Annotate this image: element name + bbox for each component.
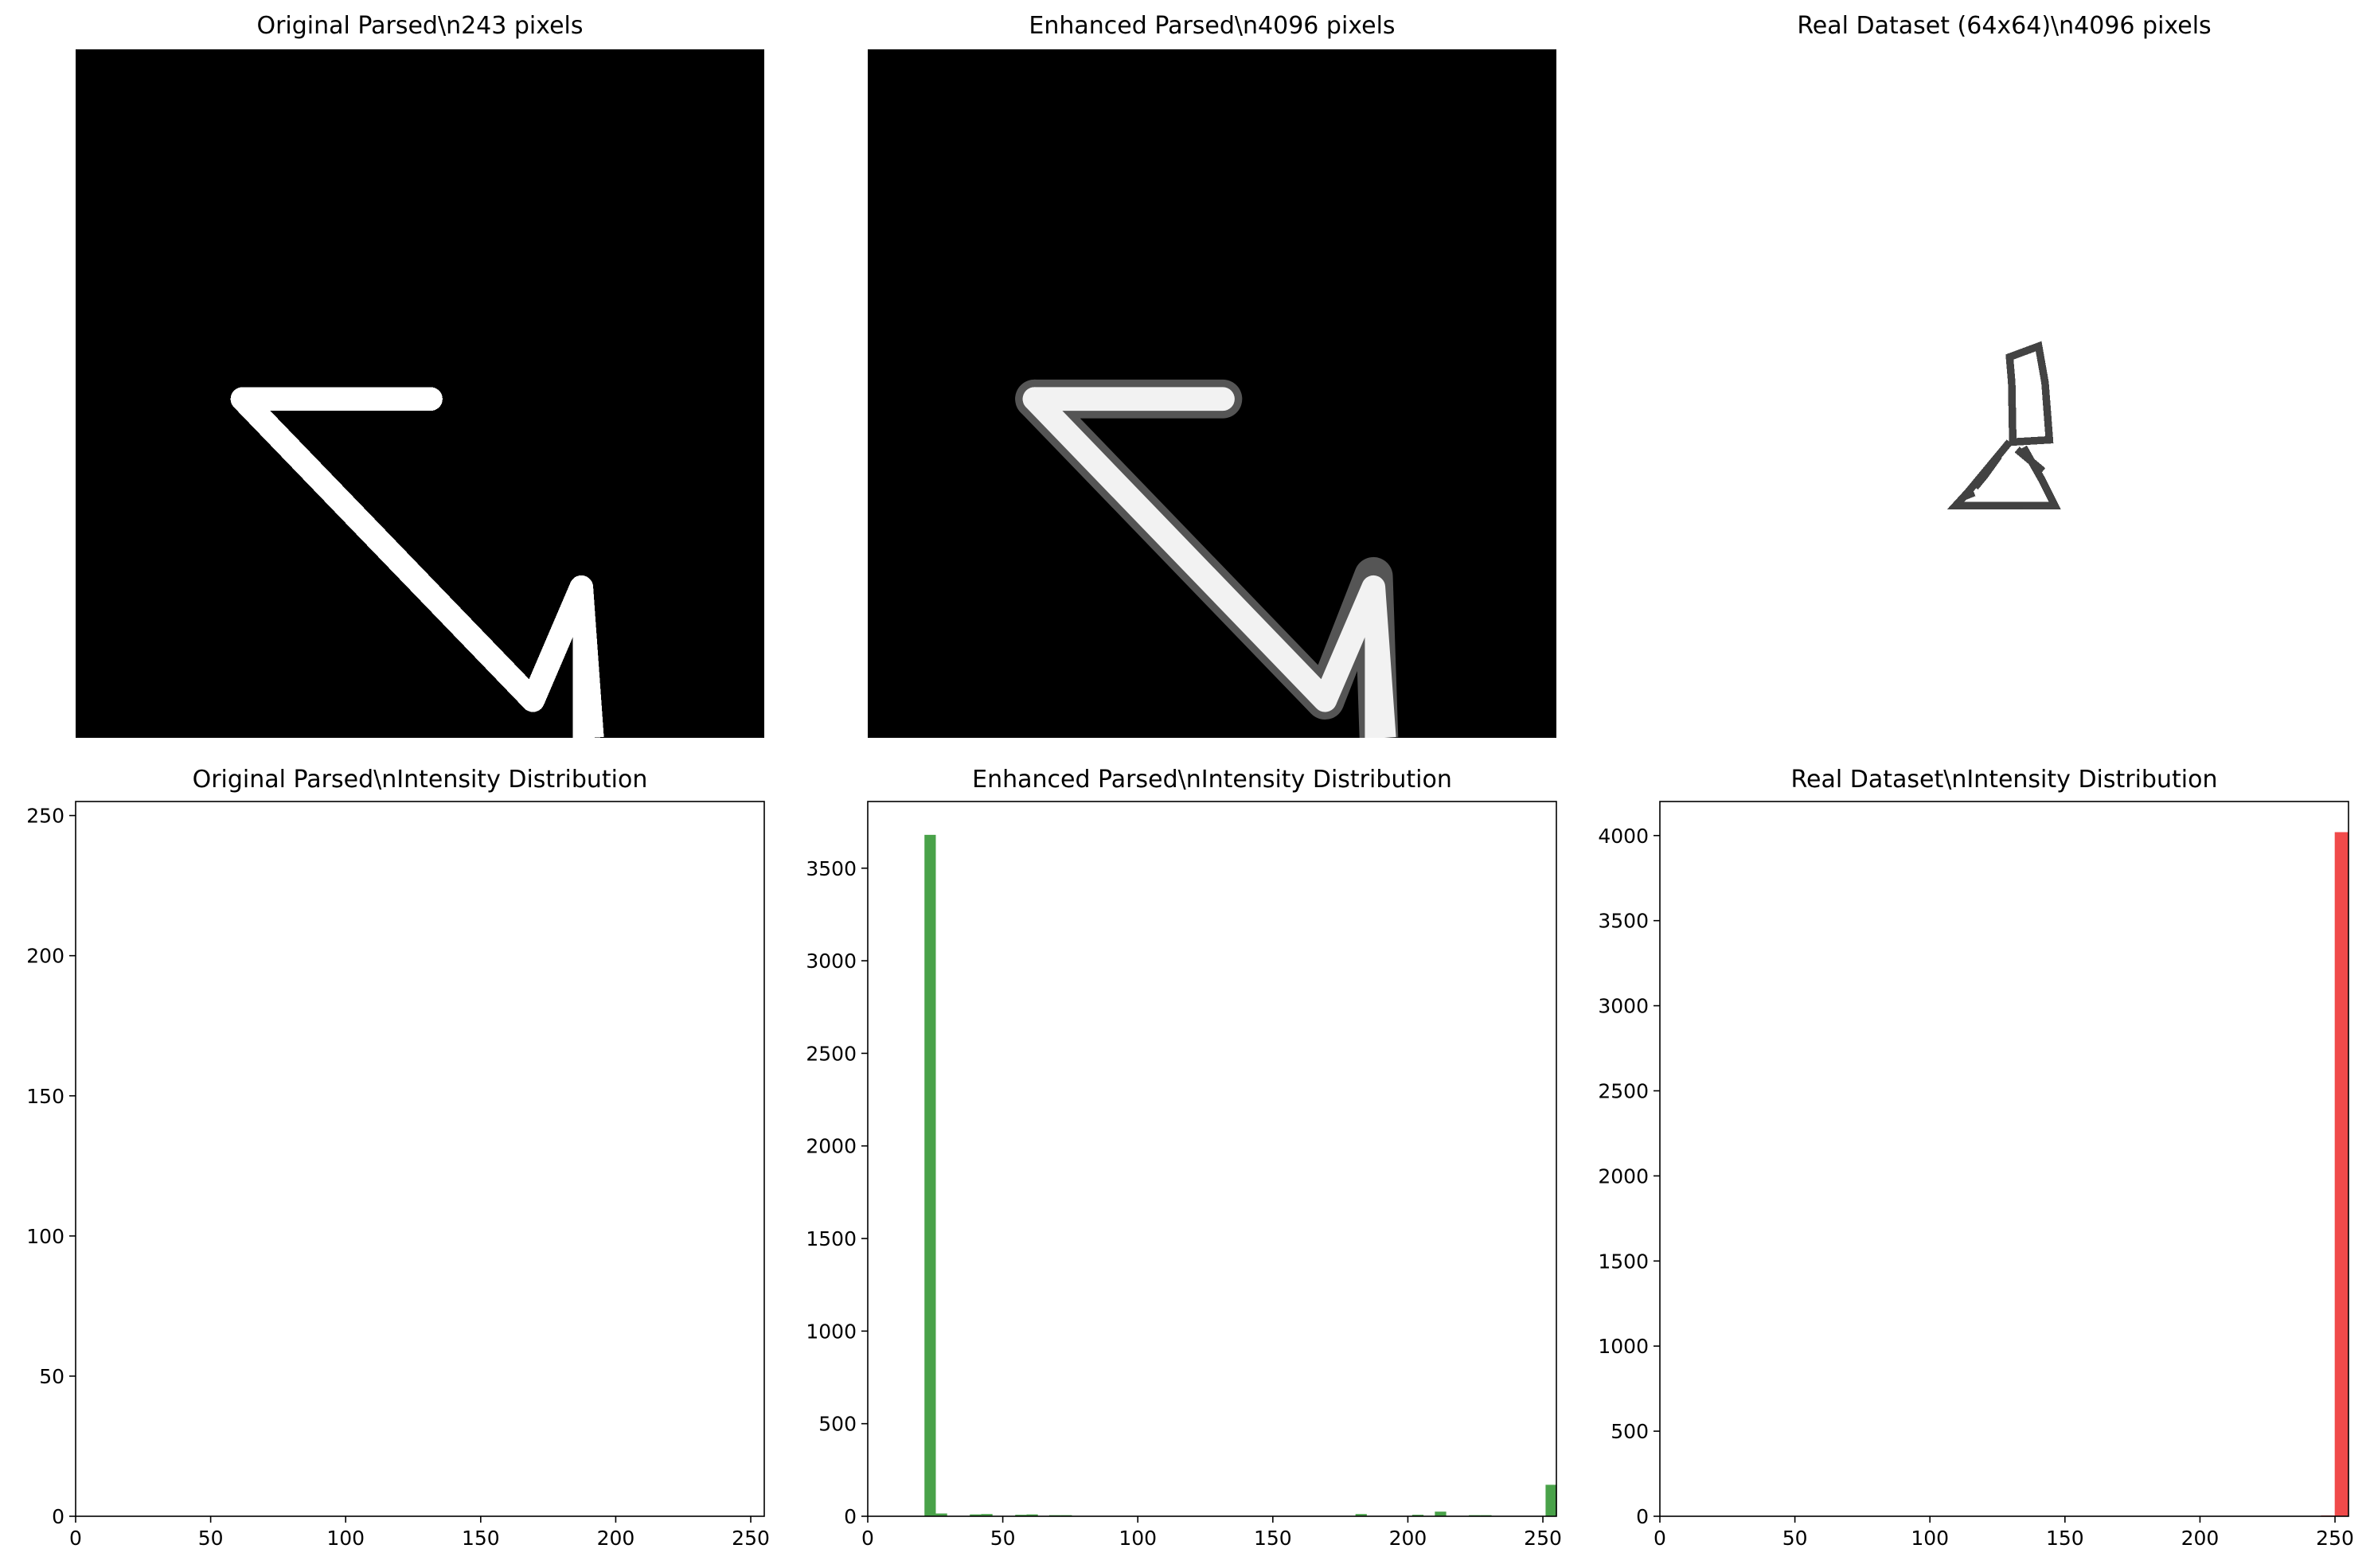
y-tick-label: 0	[52, 1505, 64, 1528]
y-tick-label: 2000	[1598, 1164, 1649, 1188]
image-title-real: Real Dataset (64x64)\n4096 pixels	[1797, 12, 2212, 40]
y-tick-label: 2000	[806, 1135, 857, 1158]
y-tick-label: 2500	[1598, 1079, 1649, 1102]
x-tick-label: 200	[2181, 1527, 2220, 1550]
y-tick-label: 250	[26, 805, 64, 828]
y-tick-label: 1000	[1598, 1335, 1649, 1358]
y-tick-label: 1000	[806, 1320, 857, 1343]
x-tick-label: 0	[69, 1527, 82, 1550]
x-tick-label: 50	[990, 1527, 1016, 1550]
y-tick-label: 3500	[806, 857, 857, 880]
x-tick-label: 100	[1119, 1527, 1157, 1550]
y-tick-label: 2500	[806, 1042, 857, 1065]
x-tick-label: 0	[861, 1527, 874, 1550]
x-tick-label: 0	[1654, 1527, 1666, 1550]
image-real-dataset	[1660, 49, 2349, 738]
axes-frame	[867, 801, 1557, 1517]
y-tick-label: 150	[26, 1085, 64, 1108]
histogram-bar	[924, 834, 936, 1516]
x-tick-label: 250	[1524, 1527, 1562, 1550]
image-title-enhanced: Enhanced Parsed\n4096 pixels	[1029, 12, 1396, 40]
x-tick-label: 150	[2046, 1527, 2084, 1550]
sketch-figure	[1946, 341, 2061, 509]
histogram-bar	[981, 1514, 993, 1516]
x-tick-label: 100	[1911, 1527, 1949, 1550]
y-tick-label: 500	[1611, 1420, 1649, 1443]
histogram-bars	[2321, 832, 2349, 1516]
histogram-bars	[924, 834, 1557, 1516]
y-tick-label: 0	[844, 1505, 857, 1528]
histogram-title-original: Original Parsed\nIntensity Distribution	[192, 766, 648, 794]
stroke-diagonal	[1022, 387, 1337, 712]
glyph-strokes	[1015, 379, 1399, 738]
x-tick-label: 250	[732, 1527, 770, 1550]
histogram-bar	[970, 1514, 982, 1516]
histogram-bar	[2334, 832, 2349, 1516]
image-original-parsed	[76, 49, 764, 738]
x-tick-label: 50	[198, 1527, 224, 1550]
histogram-bar	[1411, 1515, 1424, 1516]
x-tick-label: 150	[1254, 1527, 1292, 1550]
stroke-diagonal	[230, 387, 545, 712]
y-tick-label: 500	[818, 1413, 857, 1436]
y-tick-label: 50	[39, 1365, 64, 1388]
axes-frame	[75, 801, 765, 1517]
y-tick-label: 0	[1636, 1505, 1649, 1528]
x-tick-label: 150	[462, 1527, 500, 1550]
histogram-title-enhanced: Enhanced Parsed\nIntensity Distribution	[972, 766, 1452, 794]
histogram-bar	[1545, 1484, 1557, 1516]
x-tick-label: 250	[2316, 1527, 2354, 1550]
y-tick-label: 1500	[1598, 1250, 1649, 1273]
axes-frame	[1659, 801, 2349, 1517]
y-tick-label: 200	[26, 945, 64, 968]
glyph-strokes	[230, 387, 604, 738]
x-tick-label: 200	[597, 1527, 635, 1550]
histogram-title-real: Real Dataset\nIntensity Distribution	[1790, 766, 2218, 794]
x-tick-label: 100	[326, 1527, 365, 1550]
histogram-bar	[1015, 1515, 1027, 1516]
x-tick-label: 200	[1389, 1527, 1427, 1550]
histogram-bar	[935, 1513, 947, 1516]
histogram-enhanced: 0 50 100 150 200 2500500100015002000250030003…	[806, 801, 1562, 1550]
histogram-real: 0 50 100 150 200 2500500100015002000250030003…	[1598, 801, 2354, 1550]
y-tick-label: 1500	[806, 1227, 857, 1250]
histogram-bar	[1026, 1514, 1038, 1516]
image-title-original: Original Parsed\n243 pixels	[256, 12, 584, 40]
histogram-bar	[1355, 1514, 1367, 1516]
image-background	[1660, 49, 2349, 738]
y-tick-label: 3000	[1598, 995, 1649, 1018]
y-tick-label: 100	[26, 1225, 64, 1248]
y-tick-label: 4000	[1598, 825, 1649, 848]
y-tick-label: 3000	[806, 950, 857, 973]
y-tick-label: 3500	[1598, 910, 1649, 933]
x-tick-label: 50	[1782, 1527, 1808, 1550]
image-enhanced-parsed	[868, 49, 1556, 738]
histogram-original: 0 50 100 150 200 250 0 50 100 150 200 250	[26, 801, 770, 1550]
histogram-bar	[1435, 1511, 1447, 1516]
